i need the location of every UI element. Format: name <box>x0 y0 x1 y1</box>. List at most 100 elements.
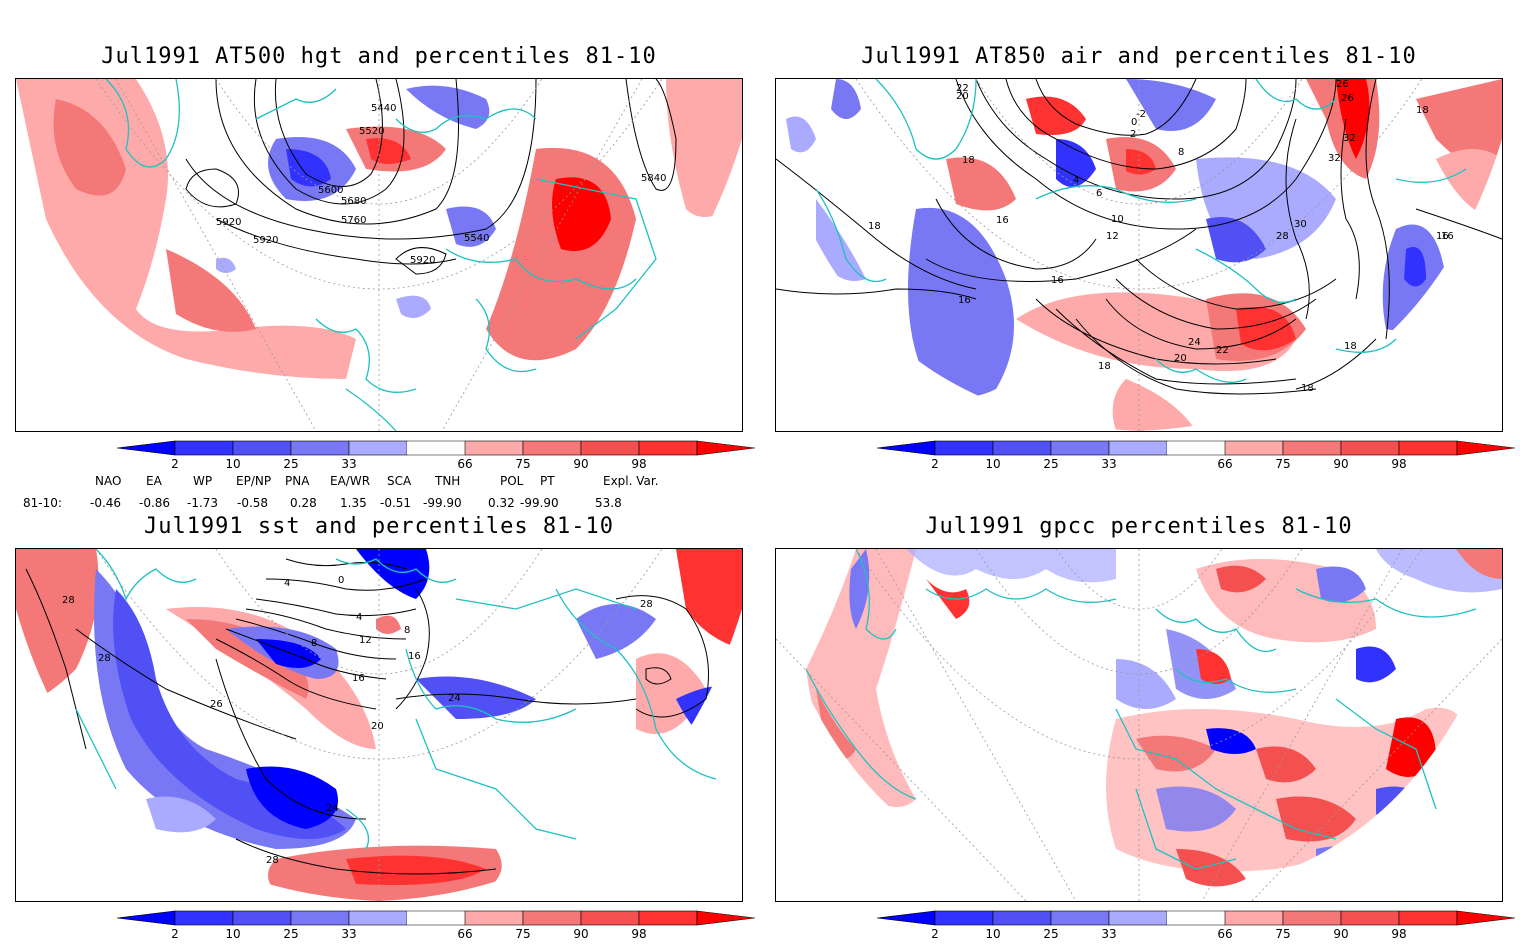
colorbar-tick-label: 2 <box>931 927 939 941</box>
colorbar-bin <box>348 910 408 926</box>
map-hgt: 5440 5520 5600 5680 5760 5840 5920 5920 … <box>16 79 742 431</box>
colorbar-bin <box>117 440 176 456</box>
map-air: 22 20 18 18 16 16 16 16 12 10 8 6 4 2 0 … <box>776 79 1502 431</box>
index-header-pt: PT <box>540 474 555 488</box>
contour-label: 24 <box>326 803 339 814</box>
index-value-wp: -1.73 <box>187 496 219 510</box>
index-value-sca: -0.51 <box>380 496 412 510</box>
panel-title-air: Jul1991 AT850 air and percentiles 81-10 <box>861 44 1417 69</box>
colorbar-bin <box>1340 910 1400 926</box>
contour-label: 5920 <box>410 255 435 266</box>
contour-label: 5680 <box>341 196 366 207</box>
colorbar-strip <box>877 440 1515 456</box>
contour-label: 5540 <box>464 233 489 244</box>
map-panel-gpcc <box>775 548 1503 902</box>
colorbar-bin <box>522 440 582 456</box>
contour-label: 32 <box>1328 153 1341 164</box>
colorbar-bin <box>407 911 465 925</box>
colorbar-tick-label: 10 <box>985 927 1001 941</box>
colorbar-tick-label: 98 <box>1391 457 1407 471</box>
contour-label: 8 <box>311 638 317 649</box>
colorbar-bin <box>934 910 994 926</box>
contour-label: 16 <box>1441 231 1454 242</box>
index-header-epnp: EP/NP <box>236 474 272 488</box>
colorbar-tick-label: 75 <box>1275 457 1291 471</box>
colorbar-bin <box>464 910 524 926</box>
panel-title-gpcc: Jul1991 gpcc percentiles 81-10 <box>925 514 1353 539</box>
colorbar-bin <box>1340 440 1400 456</box>
contour-label: 5600 <box>318 185 343 196</box>
colorbar-bin <box>117 910 176 926</box>
colorbar-tick-label: 75 <box>515 927 531 941</box>
colorbar-bin <box>1456 910 1515 926</box>
contour-label: 28 <box>62 595 75 606</box>
colorbar-tick-label: 90 <box>1333 457 1349 471</box>
index-header-sca: SCA <box>387 474 412 488</box>
index-header-wp: WP <box>193 474 213 488</box>
contour-label: 0 <box>338 575 344 586</box>
colorbar-tick-label: 33 <box>1101 927 1117 941</box>
contour-label: 4 <box>284 578 290 589</box>
colorbar-bin <box>1167 911 1225 925</box>
index-header-explvar: Expl. Var. <box>603 474 659 488</box>
teleconnection-indices: NAO EA WP EP/NP PNA EA/WR SCA TNH POL PT… <box>0 474 740 514</box>
index-header-eawr: EA/WR <box>330 474 371 488</box>
contour-label: 16 <box>996 215 1009 226</box>
contour-label: 4 <box>1073 175 1079 186</box>
colorbar-bin <box>174 910 234 926</box>
contour-label: 12 <box>359 635 372 646</box>
colorbar-tick-label: 90 <box>573 457 589 471</box>
contour-label: -2 <box>1136 109 1146 120</box>
colorbar-tick-label: 98 <box>631 457 647 471</box>
contour-label: 26 <box>1341 93 1354 104</box>
contour-label: 26 <box>210 699 223 710</box>
colorbar-bin <box>1108 440 1168 456</box>
colorbar-bin <box>877 440 936 456</box>
contour-label: 18 <box>962 155 975 166</box>
contour-label: 24 <box>1188 337 1201 348</box>
contour-label: 5920 <box>216 217 241 228</box>
colorbar-tick-label: 2 <box>931 457 939 471</box>
colorbar-bin <box>290 440 350 456</box>
contour-label: 26 <box>1336 79 1349 90</box>
colorbar-tick-label: 98 <box>631 927 647 941</box>
colorbar-bin <box>638 910 698 926</box>
colorbar-gpcc: 2 10 25 33 66 75 90 98 <box>877 910 1515 944</box>
colorbar-bin <box>1050 440 1110 456</box>
contour-label: 20 <box>956 91 969 102</box>
colorbar-tick-label: 33 <box>1101 457 1117 471</box>
index-value-pna: 0.28 <box>290 496 317 510</box>
colorbar-bin <box>1167 441 1225 455</box>
colorbar-tick-label: 66 <box>1217 457 1233 471</box>
index-header-tnh: TNH <box>435 474 461 488</box>
contour-label: 20 <box>1174 353 1187 364</box>
contour-label: 18 <box>1344 341 1357 352</box>
panel-title-sst: Jul1991 sst and percentiles 81-10 <box>143 514 615 539</box>
contour-label: 6 <box>1096 188 1102 199</box>
colorbar-bin <box>290 910 350 926</box>
colorbar-hgt: 2 10 25 33 66 75 90 98 <box>117 440 755 474</box>
contour-label: 28 <box>98 653 111 664</box>
index-value-pt: -99.90 <box>520 496 559 510</box>
contour-label: 28 <box>266 855 279 866</box>
colorbar-bin <box>992 440 1052 456</box>
index-value-epnp: -0.58 <box>237 496 269 510</box>
colorbar-tick-label: 66 <box>457 457 473 471</box>
index-header-nao: NAO <box>95 474 122 488</box>
contour-label: 28 <box>640 599 653 610</box>
colorbar-tick-label: 98 <box>1391 927 1407 941</box>
colorbar-bin <box>1050 910 1110 926</box>
colorbar-bin <box>174 440 234 456</box>
contour-label: 16 <box>352 673 365 684</box>
contour-label: 2 <box>1130 129 1136 140</box>
colorbar-bin <box>580 910 640 926</box>
colorbar-bin <box>522 910 582 926</box>
contour-label: 5920 <box>253 235 278 246</box>
contour-label: 28 <box>1276 231 1289 242</box>
index-value-ea: -0.86 <box>139 496 171 510</box>
contour-label: 5760 <box>341 215 366 226</box>
contour-label: 16 <box>408 651 421 662</box>
contour-label: 18 <box>1301 383 1314 394</box>
index-value-tnh: -99.90 <box>423 496 462 510</box>
colorbar-bin <box>580 440 640 456</box>
